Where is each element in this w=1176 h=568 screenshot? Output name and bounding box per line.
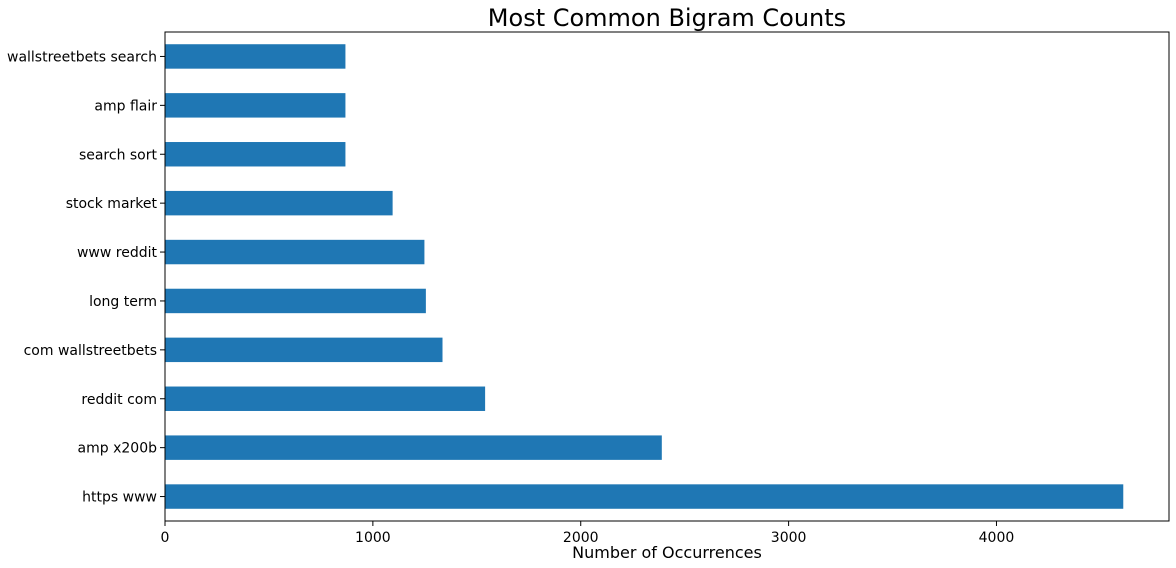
bar-https-www xyxy=(165,484,1124,509)
plot-frame xyxy=(164,31,1170,522)
x-tick-label-4000: 4000 xyxy=(979,530,1015,546)
x-axis-ticks: 0 1000 2000 3000 4000 xyxy=(161,521,1015,546)
bar-amp-flair xyxy=(165,93,346,118)
bar-search-sort xyxy=(165,142,346,167)
y-tick-label-amp-flair: amp flair xyxy=(94,98,157,114)
x-tick-label-0: 0 xyxy=(161,530,170,546)
y-tick-label-stock-market: stock market xyxy=(66,196,158,212)
y-tick-label-www-reddit: www reddit xyxy=(77,245,158,261)
y-tick-label-reddit-com: reddit com xyxy=(81,392,157,408)
y-tick-label-long-term: long term xyxy=(89,294,157,310)
y-axis-ticks: https www amp x200b reddit com com wallstre… xyxy=(7,49,165,506)
bar-reddit-com xyxy=(165,386,486,411)
bar-com-wallstreetbets xyxy=(165,337,443,363)
x-tick-label-1000: 1000 xyxy=(355,530,391,546)
bar-amp-x200b xyxy=(165,435,662,460)
bars-group xyxy=(165,44,1124,509)
y-tick-label-wallstreetbets-search: wallstreetbets search xyxy=(7,49,157,65)
x-tick-label-3000: 3000 xyxy=(771,530,807,546)
bar-www-reddit xyxy=(165,239,425,265)
bar-stock-market xyxy=(165,190,393,216)
x-tick-label-2000: 2000 xyxy=(563,530,599,546)
bar-long-term xyxy=(165,288,426,314)
y-tick-label-amp-x200b: amp x200b xyxy=(78,441,158,457)
x-axis-label: Number of Occurrences xyxy=(572,543,762,562)
chart-title: Most Common Bigram Counts xyxy=(488,4,846,32)
y-tick-label-search-sort: search sort xyxy=(79,147,158,163)
y-tick-label-com-wallstreetbets: com wallstreetbets xyxy=(24,343,157,359)
bar-wallstreetbets-search xyxy=(165,44,346,69)
y-tick-label-https-www: https www xyxy=(82,490,157,506)
